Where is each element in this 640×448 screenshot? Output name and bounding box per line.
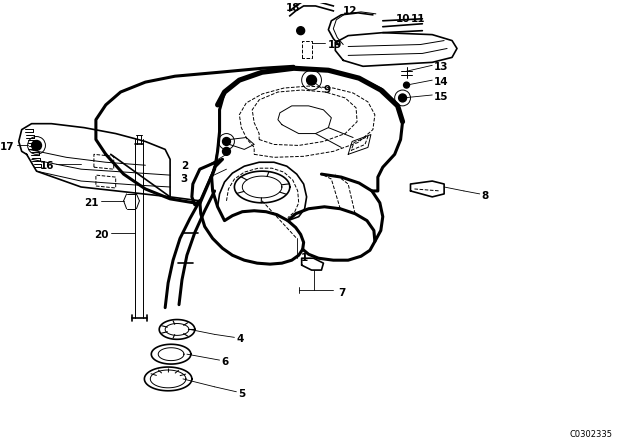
Text: 10: 10 — [396, 14, 410, 24]
Text: C0302335: C0302335 — [569, 430, 612, 439]
Text: 8: 8 — [482, 191, 489, 201]
Text: 21: 21 — [84, 198, 99, 208]
Circle shape — [307, 75, 317, 85]
Text: 6: 6 — [221, 357, 228, 367]
Circle shape — [223, 138, 230, 146]
Circle shape — [399, 94, 406, 102]
Text: 3: 3 — [180, 174, 188, 184]
Text: 16: 16 — [40, 161, 54, 171]
Text: 13: 13 — [434, 62, 449, 72]
Circle shape — [223, 147, 230, 155]
Text: 9: 9 — [323, 85, 330, 95]
Text: 19: 19 — [328, 39, 342, 50]
Text: 2: 2 — [180, 161, 188, 171]
Text: 20: 20 — [94, 230, 109, 241]
Text: 12: 12 — [343, 6, 358, 16]
Circle shape — [297, 27, 305, 34]
Text: 18: 18 — [286, 3, 300, 13]
Text: 4: 4 — [236, 334, 244, 345]
Text: 14: 14 — [434, 77, 449, 87]
Text: 15: 15 — [434, 92, 449, 102]
Text: 11: 11 — [410, 14, 425, 24]
Text: 17: 17 — [0, 142, 15, 152]
Circle shape — [31, 141, 42, 151]
Text: 7: 7 — [339, 288, 346, 298]
Text: 1: 1 — [301, 253, 308, 263]
Text: 5: 5 — [238, 389, 246, 399]
Circle shape — [404, 82, 410, 88]
